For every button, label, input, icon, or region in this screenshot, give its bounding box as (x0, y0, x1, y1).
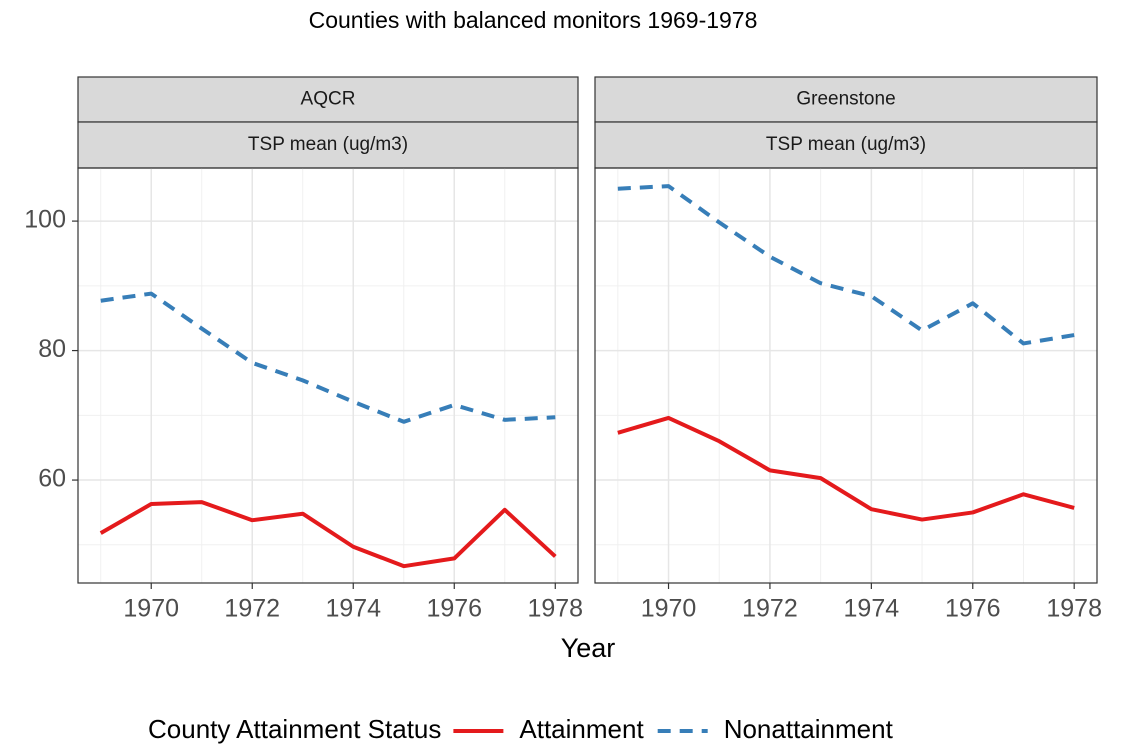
facet-label: AQCR (301, 89, 356, 110)
y-tick-label: 100 (24, 206, 66, 234)
facet-label: TSP mean (ug/m3) (248, 134, 408, 155)
data-line (617, 415, 1075, 522)
facet-strip (77, 121, 579, 169)
legend-title: County Attainment Status (148, 714, 441, 744)
x-tick-label: 1974 (325, 595, 381, 623)
y-tick-label: 60 (38, 465, 66, 493)
panel-border (77, 167, 579, 584)
x-tick-label: 1972 (742, 595, 798, 623)
chart-title: Counties with balanced monitors 1969-197… (309, 7, 758, 33)
y-tick-label: 80 (38, 335, 66, 363)
data-line (99, 500, 557, 569)
x-tick-label: 1970 (123, 595, 179, 623)
facet-strip (594, 76, 1098, 123)
x-tick-label: 1978 (527, 595, 583, 623)
facet-strip (594, 121, 1098, 169)
x-tick-label: 1972 (224, 595, 280, 623)
x-tick-label: 1978 (1046, 595, 1102, 623)
x-tick-label: 1976 (426, 595, 482, 623)
x-tick-label: 1974 (844, 595, 900, 623)
panel-border (594, 167, 1098, 584)
data-line (617, 184, 1075, 346)
legend-label: Attainment (519, 714, 644, 744)
x-axis-title: Year (561, 633, 616, 663)
legend-label: Nonattainment (724, 714, 894, 744)
x-tick-label: 1976 (945, 595, 1001, 623)
facet-strip (77, 76, 579, 123)
facet-label: TSP mean (ug/m3) (766, 134, 926, 155)
data-line (100, 291, 556, 424)
x-tick-label: 1970 (641, 595, 697, 623)
facet-label: Greenstone (796, 89, 895, 110)
